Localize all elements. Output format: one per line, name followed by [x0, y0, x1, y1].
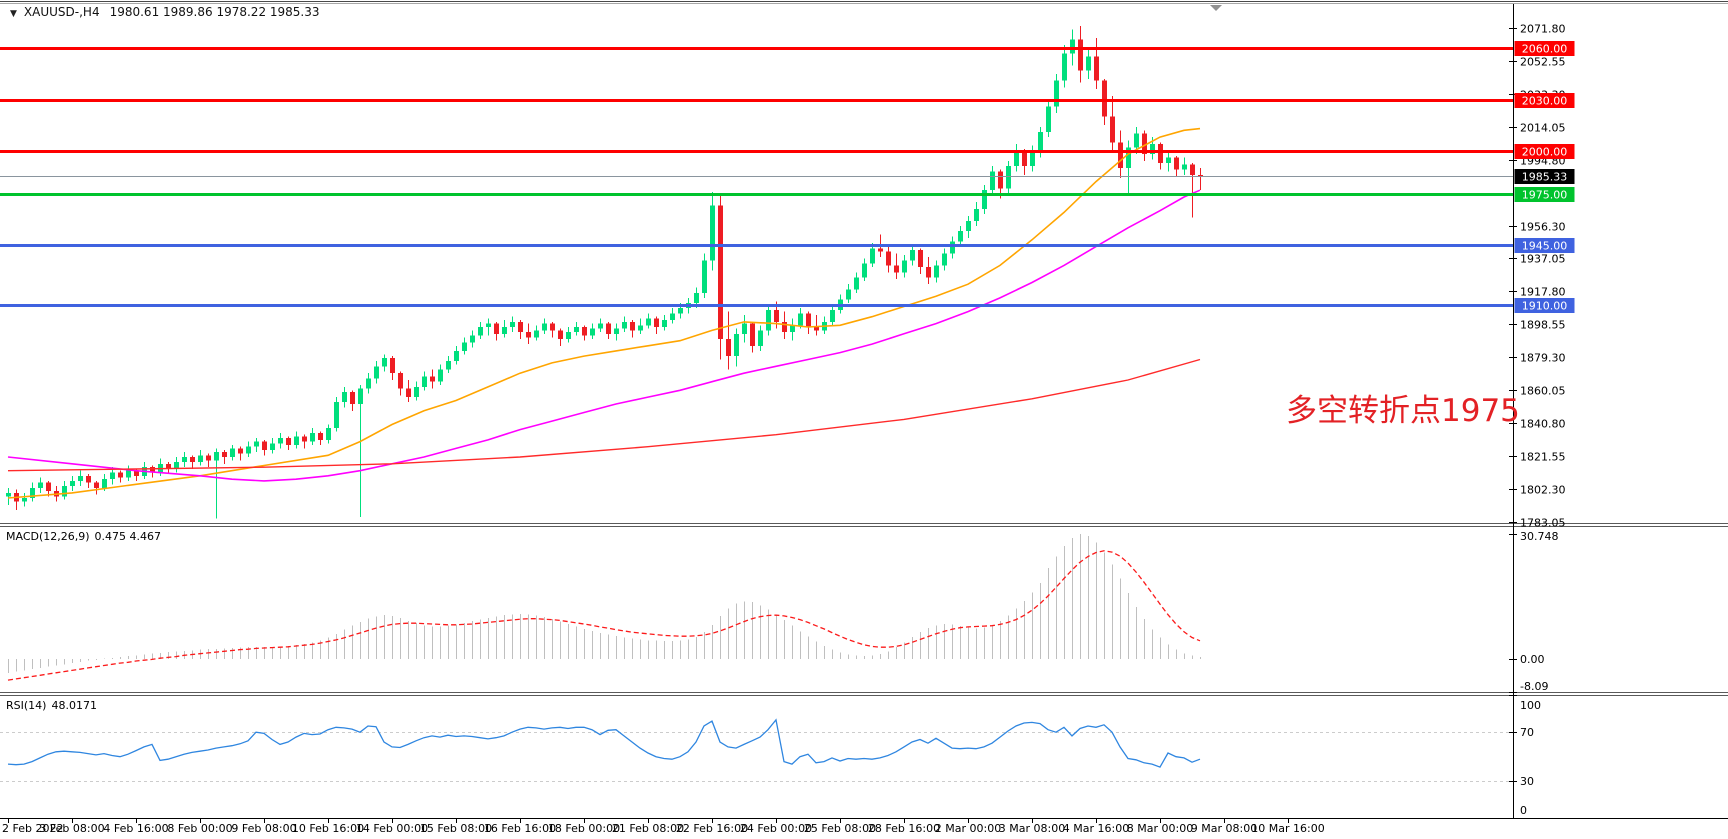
svg-text:1879.30: 1879.30 [1520, 352, 1566, 365]
svg-text:1985.33: 1985.33 [1522, 171, 1568, 184]
rsi-indicator-value: 48.0171 [51, 699, 97, 712]
svg-text:4 Mar 16:00: 4 Mar 16:00 [1063, 822, 1129, 835]
svg-text:1956.30: 1956.30 [1520, 221, 1566, 234]
svg-text:1898.55: 1898.55 [1520, 319, 1566, 332]
symbol-dropdown-icon[interactable]: ▼ [10, 9, 17, 19]
svg-text:2000.00: 2000.00 [1522, 146, 1568, 159]
svg-text:10 Feb 16:00: 10 Feb 16:00 [292, 822, 364, 835]
svg-text:1937.05: 1937.05 [1520, 253, 1566, 266]
svg-text:14 Feb 00:00: 14 Feb 00:00 [356, 822, 428, 835]
annotation-text: 多空转折点1975 [1286, 393, 1520, 429]
ma-mid-line [7, 189, 1201, 482]
svg-text:8 Feb 00:00: 8 Feb 00:00 [167, 822, 232, 835]
svg-text:2030.00: 2030.00 [1522, 95, 1568, 108]
svg-text:2 Feb 2022: 2 Feb 2022 [2, 822, 63, 835]
svg-text:9 Feb 08:00: 9 Feb 08:00 [231, 822, 296, 835]
ma-slow-line [7, 358, 1201, 472]
level-lines[interactable]: 2060.00 2030.00 2000.00 1975.00 1945.00 1910.… [0, 41, 1575, 313]
svg-text:1821.55: 1821.55 [1520, 451, 1566, 464]
chart-symbol-title: XAUUSD-,H4 [23, 5, 100, 19]
rsi-scale[interactable]: 100 70 30 0 [1509, 695, 1541, 819]
svg-text:25 Feb 08:00: 25 Feb 08:00 [804, 822, 876, 835]
macd-indicator-values: 0.475 4.467 [94, 530, 162, 543]
svg-text:1945.00: 1945.00 [1522, 240, 1568, 253]
svg-text:2071.80: 2071.80 [1520, 23, 1566, 36]
svg-text:28 Feb 16:00: 28 Feb 16:00 [868, 822, 940, 835]
svg-text:24 Feb 00:00: 24 Feb 00:00 [740, 822, 812, 835]
svg-text:16 Feb 16:00: 16 Feb 16:00 [484, 822, 556, 835]
svg-text:15 Feb 08:00: 15 Feb 08:00 [420, 822, 492, 835]
svg-text:30: 30 [1520, 775, 1534, 788]
svg-text:2014.05: 2014.05 [1520, 122, 1566, 135]
price-scale[interactable]: 2071.802052.552033.302014.051994.801956.… [1509, 23, 1566, 530]
panel-borders [0, 1, 1728, 819]
svg-text:21 Feb 08:00: 21 Feb 08:00 [612, 822, 684, 835]
macd-signal-line [7, 550, 1201, 681]
current-price-line: 1985.33 [0, 169, 1575, 184]
chart-title-bar: ▼ XAUUSD-,H4 1980.61 1989.86 1978.22 1985.… [10, 5, 320, 19]
svg-text:4 Feb 16:00: 4 Feb 16:00 [103, 822, 168, 835]
svg-text:1917.80: 1917.80 [1520, 286, 1566, 299]
chart-ohlc-values: 1980.61 1989.86 1978.22 1985.33 [109, 5, 320, 19]
svg-text:2052.55: 2052.55 [1520, 56, 1566, 69]
macd-indicator-label-row: MACD(12,26,9) 0.475 4.467 [6, 530, 161, 543]
svg-text:1860.05: 1860.05 [1520, 385, 1566, 398]
svg-text:0: 0 [1520, 804, 1527, 817]
macd-indicator-name: MACD(12,26,9) [6, 530, 90, 543]
svg-text:8 Mar 00:00: 8 Mar 00:00 [1127, 822, 1193, 835]
svg-text:18 Feb 00:00: 18 Feb 00:00 [548, 822, 620, 835]
svg-text:2 Mar 00:00: 2 Mar 00:00 [935, 822, 1001, 835]
svg-text:1802.30: 1802.30 [1520, 484, 1566, 497]
svg-text:3 Mar 08:00: 3 Mar 08:00 [999, 822, 1065, 835]
rsi-indicator-name: RSI(14) [6, 699, 47, 712]
rsi-indicator-label-row: RSI(14) 48.0171 [6, 699, 97, 712]
svg-text:1840.80: 1840.80 [1520, 418, 1566, 431]
svg-text:70: 70 [1520, 726, 1534, 739]
svg-text:0.00: 0.00 [1520, 653, 1545, 666]
svg-text:2060.00: 2060.00 [1522, 43, 1568, 56]
rsi-levels [0, 732, 1513, 782]
svg-text:3 Feb 08:00: 3 Feb 08:00 [39, 822, 104, 835]
svg-text:1975.00: 1975.00 [1522, 189, 1568, 202]
svg-text:10 Mar 16:00: 10 Mar 16:00 [1251, 822, 1324, 835]
ma-fast-line [7, 127, 1201, 499]
svg-text:1783.05: 1783.05 [1520, 517, 1566, 530]
rsi-line [7, 718, 1201, 768]
svg-text:9 Mar 08:00: 9 Mar 08:00 [1191, 822, 1257, 835]
svg-text:-8.09: -8.09 [1520, 680, 1548, 693]
macd-histogram [8, 534, 1201, 673]
svg-text:1910.00: 1910.00 [1522, 300, 1568, 313]
macd-scale[interactable]: 30.748 0.00 -8.09 [1509, 530, 1559, 693]
shift-marker-icon[interactable] [1210, 5, 1222, 11]
svg-text:22 Feb 16:00: 22 Feb 16:00 [676, 822, 748, 835]
svg-text:30.748: 30.748 [1520, 530, 1559, 543]
svg-text:100: 100 [1520, 699, 1541, 712]
